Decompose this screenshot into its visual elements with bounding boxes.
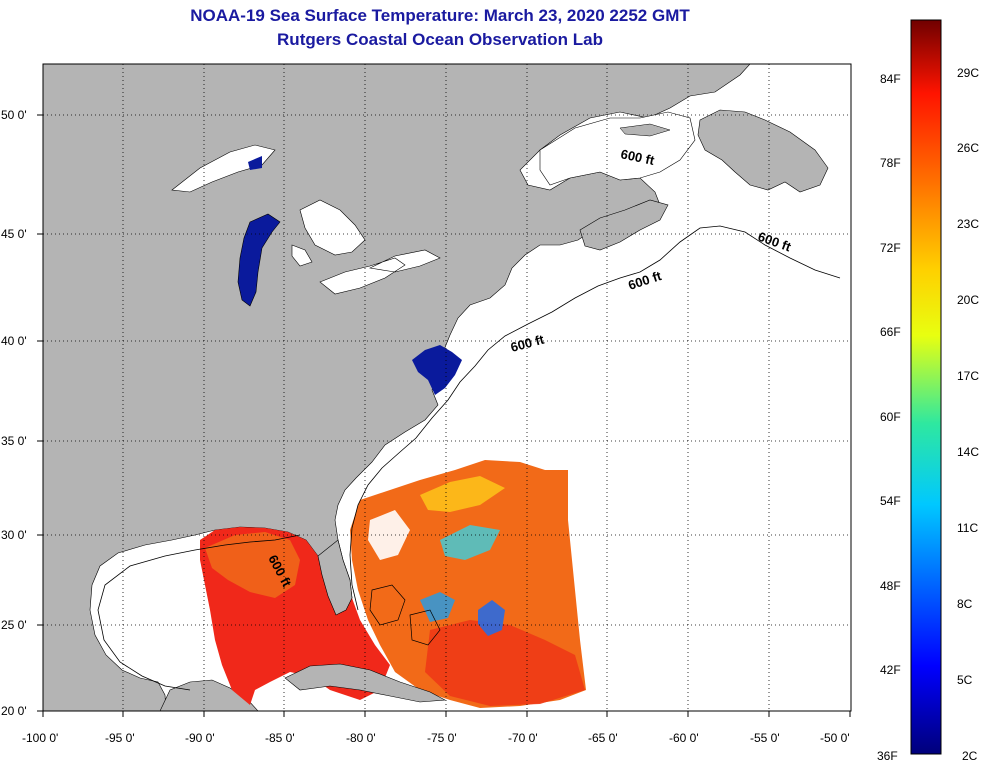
atlantic-cloud-patch	[368, 510, 410, 560]
colorbar-f-label: 60F	[880, 410, 901, 424]
lat-label: 30 0'	[1, 528, 27, 542]
colorbar-c-label: 17C	[957, 369, 980, 383]
lon-label: -100 0'	[22, 731, 59, 745]
lat-label: 45 0'	[1, 227, 27, 241]
atlantic-sst-yellow	[420, 476, 505, 512]
anticosti-island	[619, 123, 671, 137]
contour-label-1: 600 ft	[619, 146, 656, 168]
atlantic-sst-red	[425, 620, 585, 706]
isobath-gulf	[97, 534, 301, 691]
land-cuba	[284, 663, 447, 703]
lon-label: -65 0'	[588, 731, 618, 745]
colorbar-c-label: 14C	[957, 445, 980, 459]
map-title: NOAA-19 Sea Surface Temperature: March 2…	[190, 6, 690, 25]
isobath-600ft	[349, 225, 841, 611]
lon-label: -60 0'	[669, 731, 699, 745]
land-yucatan	[159, 679, 259, 711]
colorbar-c-label: 26C	[957, 141, 980, 155]
lon-label: -50 0'	[820, 731, 850, 745]
colorbar-c-label: 2C	[962, 749, 978, 763]
colorbar-c-label: 5C	[957, 673, 973, 687]
lon-label: -85 0'	[265, 731, 295, 745]
colorbar-f-label: 54F	[880, 494, 901, 508]
colorbar-f-label: 36F	[877, 749, 898, 763]
lat-label: 40 0'	[1, 334, 27, 348]
land-nova-scotia	[579, 199, 669, 251]
colorbar-c-label: 23C	[957, 217, 980, 231]
tick-marks	[37, 114, 851, 717]
gulf-sst-orange	[205, 532, 300, 598]
atlantic-sst-blue-2	[420, 592, 455, 622]
lon-label: -90 0'	[185, 731, 215, 745]
lat-label: 25 0'	[1, 618, 27, 632]
colorbar	[910, 19, 942, 755]
colorbar-c-label: 11C	[957, 521, 979, 535]
lon-label: -75 0'	[427, 731, 457, 745]
bahamas-banks	[369, 584, 441, 646]
colorbar-f-label: 72F	[880, 241, 901, 255]
chesapeake-sst	[412, 345, 462, 395]
atlantic-sst-cyan	[440, 525, 500, 560]
colorbar-f-label: 84F	[880, 72, 901, 86]
lake-michigan-sst	[237, 213, 281, 307]
map-subtitle: Rutgers Coastal Ocean Observation Lab	[277, 30, 603, 49]
colorbar-c-label: 20C	[957, 293, 980, 307]
colorbar-f-label: 48F	[880, 579, 901, 593]
land-florida	[317, 539, 353, 616]
lon-label: -55 0'	[750, 731, 780, 745]
lake-superior-blue	[248, 156, 262, 170]
colorbar-f-label: 66F	[880, 325, 901, 339]
land-newfoundland	[697, 109, 829, 193]
lon-label: -95 0'	[105, 731, 135, 745]
lat-label: 35 0'	[1, 434, 27, 448]
great-lakes	[171, 144, 441, 295]
lat-label: 20 0'	[1, 704, 27, 718]
colorbar-f-label: 42F	[880, 663, 901, 677]
lat-label: 50 0'	[1, 108, 27, 122]
colorbar-c-label: 8C	[957, 597, 973, 611]
lon-label: -80 0'	[346, 731, 376, 745]
colorbar-c-label: 29C	[957, 66, 980, 80]
lon-label: -70 0'	[508, 731, 538, 745]
map-frame	[42, 63, 852, 712]
graticule	[43, 64, 851, 711]
atlantic-sst-blue	[478, 600, 505, 636]
land-north-america	[43, 64, 751, 711]
colorbar-f-label: 78F	[880, 156, 901, 170]
